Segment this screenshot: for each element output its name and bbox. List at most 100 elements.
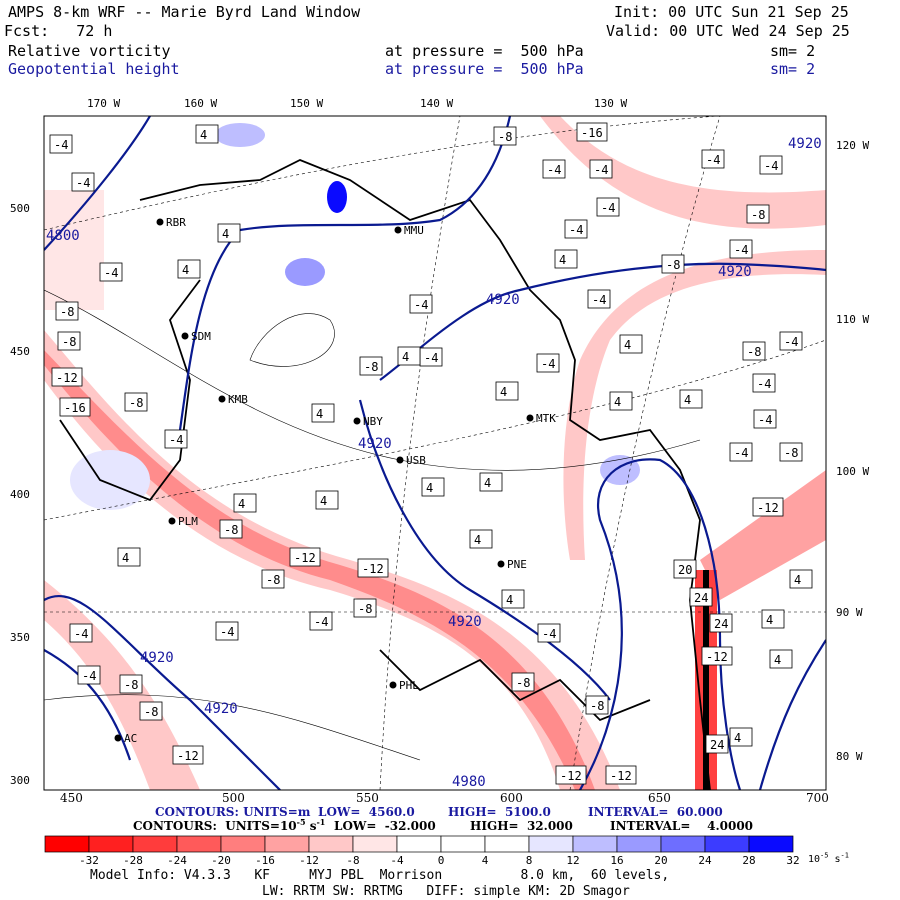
vorticity-contour-label: 24 xyxy=(709,613,733,633)
height-label: 4920 xyxy=(718,264,752,280)
vorticity-label-text: -8 xyxy=(364,360,378,374)
vorticity-contour-label: -8 xyxy=(57,331,81,351)
vorticity-label-text: -4 xyxy=(542,627,556,641)
vorticity-contour-label: 4 xyxy=(554,249,578,269)
bottom-tick-label: 450 xyxy=(60,791,83,805)
vorticity-band xyxy=(703,570,709,790)
colorbar-swatch xyxy=(748,835,794,853)
vorticity-contour-label: -8 xyxy=(124,392,148,412)
vorticity-label-text: 24 xyxy=(710,738,724,752)
left-tick-label: 400 xyxy=(10,488,30,501)
station-marker xyxy=(181,332,189,340)
colorbar-swatch xyxy=(88,835,134,853)
vorticity-contour-label: -4 xyxy=(729,239,753,259)
height-contour xyxy=(44,116,151,251)
height-contour xyxy=(178,116,512,431)
vorticity-contour-label: -12 xyxy=(51,367,83,387)
bottom-tick-label: 550 xyxy=(356,791,379,805)
vorticity-contour-label: -12 xyxy=(605,765,637,785)
right-tick-label: 90 W xyxy=(836,606,863,619)
colorbar-unit-s: s xyxy=(834,854,841,865)
vorticity-label-text: 4 xyxy=(320,494,327,508)
bottom-tick-label: 650 xyxy=(648,791,671,805)
vorticity-contour-label: 4 xyxy=(233,493,257,513)
vorticity-label-text: 24 xyxy=(694,591,708,605)
vorticity-contour-label: -8 xyxy=(511,672,535,692)
colorbar-swatch xyxy=(308,835,354,853)
top-tick-label: 150 W xyxy=(290,97,324,110)
colorbar-label: 20 xyxy=(654,854,667,867)
vorticity-contour-label: -12 xyxy=(701,646,733,666)
height-contour xyxy=(44,649,132,761)
station-marker xyxy=(396,456,404,464)
vorticity-label-text: -4 xyxy=(169,433,183,447)
vort-interval: INTERVAL= 4.0000 xyxy=(610,819,754,833)
vorticity-contour-label: -4 xyxy=(309,611,333,631)
vorticity-label-text: -8 xyxy=(144,705,158,719)
colorbar-label: 0 xyxy=(438,854,445,867)
vorticity-label-text: 4 xyxy=(222,227,229,241)
vorticity-label-text: -4 xyxy=(734,243,748,257)
vorticity-label-text: -12 xyxy=(610,769,632,783)
colorbar-swatch xyxy=(484,835,530,853)
colorbar-swatch xyxy=(572,835,618,853)
vorticity-label-text: 4 xyxy=(500,385,507,399)
height-contour xyxy=(579,458,742,790)
vorticity-contour-label: 4 xyxy=(421,477,445,497)
bottom-tick-label: 700 xyxy=(806,791,829,805)
height-label: 4920 xyxy=(788,136,822,152)
vorticity-label-text: -12 xyxy=(177,749,199,763)
positive-vorticity xyxy=(215,123,265,147)
colorbar-label: -16 xyxy=(255,854,275,867)
station-label: MTK xyxy=(536,412,556,425)
station-marker xyxy=(389,681,397,689)
vorticity-contour-label: -4 xyxy=(542,159,566,179)
vorticity-contour-label: -4 xyxy=(589,159,613,179)
colorbar-label: -20 xyxy=(211,854,231,867)
vorticity-label-text: -12 xyxy=(294,551,316,565)
station-marker xyxy=(218,395,226,403)
coastline xyxy=(379,649,651,722)
chart-title: AMPS 8-km WRF -- Marie Byrd Land Window xyxy=(8,3,361,21)
vorticity-label-text: -4 xyxy=(541,357,555,371)
top-tick-label: 130 W xyxy=(594,97,628,110)
vorticity-contour-label: 4 xyxy=(769,649,793,669)
vorticity-label-text: 4 xyxy=(426,481,433,495)
vorticity-contour-label: -8 xyxy=(139,701,163,721)
valid-time: Valid: 00 UTC Wed 24 Sep 25 xyxy=(606,22,850,40)
colorbar-label: -4 xyxy=(390,854,404,867)
vorticity-contour-label: -4 xyxy=(49,134,73,154)
field1-level: at pressure = 500 hPa xyxy=(385,42,584,60)
vorticity-contour-label: -8 xyxy=(779,442,803,462)
station-label: MMU xyxy=(404,224,424,237)
vorticity-contour-label: -8 xyxy=(359,356,383,376)
vorticity-contour-label: -8 xyxy=(55,301,79,321)
vorticity-label-text: -8 xyxy=(266,573,280,587)
vorticity-label-text: -8 xyxy=(666,258,680,272)
vorticity-label-text: -4 xyxy=(220,625,234,639)
vorticity-band xyxy=(700,470,826,600)
vorticity-contour-label: -4 xyxy=(419,347,443,367)
map-plot: 4800 4920 4920 4920 4920 4920 4920 4920 … xyxy=(43,115,827,791)
vorticity-contour-label: -4 xyxy=(587,289,611,309)
vorticity-label-text: -4 xyxy=(784,335,798,349)
vorticity-contour-label: -8 xyxy=(493,126,517,146)
station-label: NBY xyxy=(363,415,383,428)
vorticity-contour-label: 4 xyxy=(117,547,141,567)
vorticity-contour-label: 4 xyxy=(315,490,339,510)
vorticity-contour-label: 4 xyxy=(311,403,335,423)
vorticity-label-text: -4 xyxy=(734,446,748,460)
colorbar-label: 28 xyxy=(742,854,755,867)
vorticity-contour-label: 4 xyxy=(609,391,633,411)
vorticity-label-text: -8 xyxy=(129,396,143,410)
top-tick-label: 140 W xyxy=(420,97,454,110)
field2-smoothing: sm= 2 xyxy=(770,60,816,78)
colorbar-label: -8 xyxy=(346,854,359,867)
vorticity-label-text: 4 xyxy=(794,573,801,587)
colorbar-unit-sexp: -1 xyxy=(840,851,849,860)
vorticity-contour-label: -12 xyxy=(172,745,204,765)
vorticity-label-text: 4 xyxy=(484,476,491,490)
colorbar-label: -12 xyxy=(299,854,319,867)
vorticity-label-text: -8 xyxy=(751,208,765,222)
vorticity-contour-label: 4 xyxy=(177,259,201,279)
